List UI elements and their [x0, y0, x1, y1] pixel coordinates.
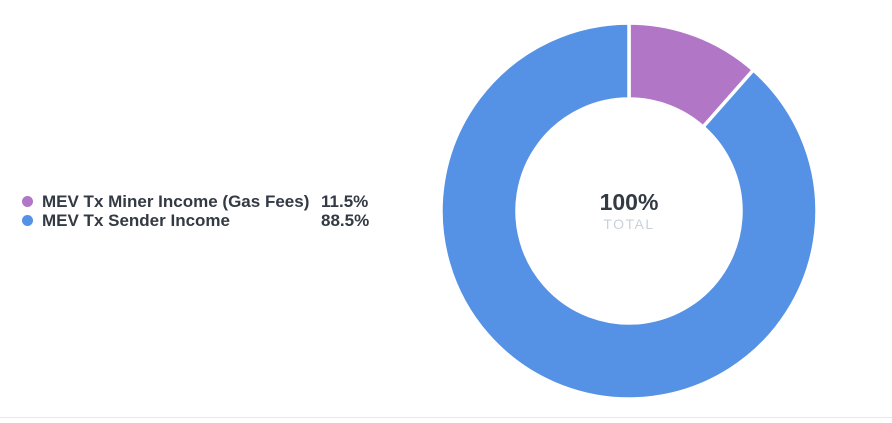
legend-label: MEV Tx Sender Income [42, 210, 230, 230]
legend-item-1[interactable]: MEV Tx Miner Income (Gas Fees) 11.5% [22, 192, 369, 211]
donut-chart: 100% TOTAL [419, 1, 839, 421]
chart-legend: MEV Tx Miner Income (Gas Fees) 11.5% MEV T… [22, 192, 369, 230]
donut-chart-svg [439, 21, 819, 401]
legend-marker-icon [22, 196, 33, 207]
legend-value: 88.5% [321, 210, 370, 230]
bottom-divider [0, 417, 892, 418]
donut-slice-2[interactable] [439, 21, 819, 401]
legend-marker-icon [22, 215, 33, 226]
legend-value: 11.5% [321, 191, 369, 211]
legend-item-2[interactable]: MEV Tx Sender Income 88.5% [22, 211, 369, 230]
legend-label: MEV Tx Miner Income (Gas Fees) [42, 191, 310, 211]
